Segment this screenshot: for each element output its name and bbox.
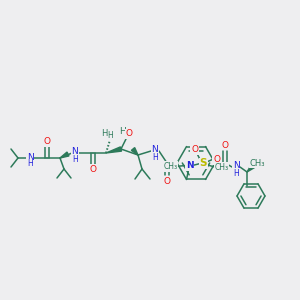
Text: H: H: [107, 130, 113, 140]
Text: O: O: [44, 137, 50, 146]
Text: O: O: [164, 176, 170, 185]
Text: N: N: [186, 161, 193, 170]
Text: H: H: [27, 160, 33, 169]
Text: O: O: [191, 145, 198, 154]
Text: H: H: [72, 154, 78, 164]
Text: N: N: [232, 161, 239, 170]
Text: N: N: [152, 146, 158, 154]
Text: N: N: [72, 148, 78, 157]
Text: CH₃: CH₃: [249, 158, 265, 167]
Text: H: H: [152, 152, 158, 161]
Polygon shape: [60, 152, 69, 158]
Text: O: O: [89, 164, 97, 173]
Text: O: O: [125, 130, 133, 139]
Text: N: N: [27, 152, 33, 161]
Polygon shape: [106, 147, 122, 153]
Text: CH₃: CH₃: [164, 162, 178, 171]
Polygon shape: [247, 164, 255, 172]
Polygon shape: [131, 148, 138, 155]
Text: CH₃: CH₃: [214, 163, 229, 172]
Text: H: H: [120, 128, 126, 136]
Text: O: O: [221, 140, 229, 149]
Text: H: H: [233, 169, 239, 178]
Text: S: S: [200, 158, 207, 169]
Text: O: O: [213, 155, 220, 164]
Text: H: H: [101, 128, 107, 137]
